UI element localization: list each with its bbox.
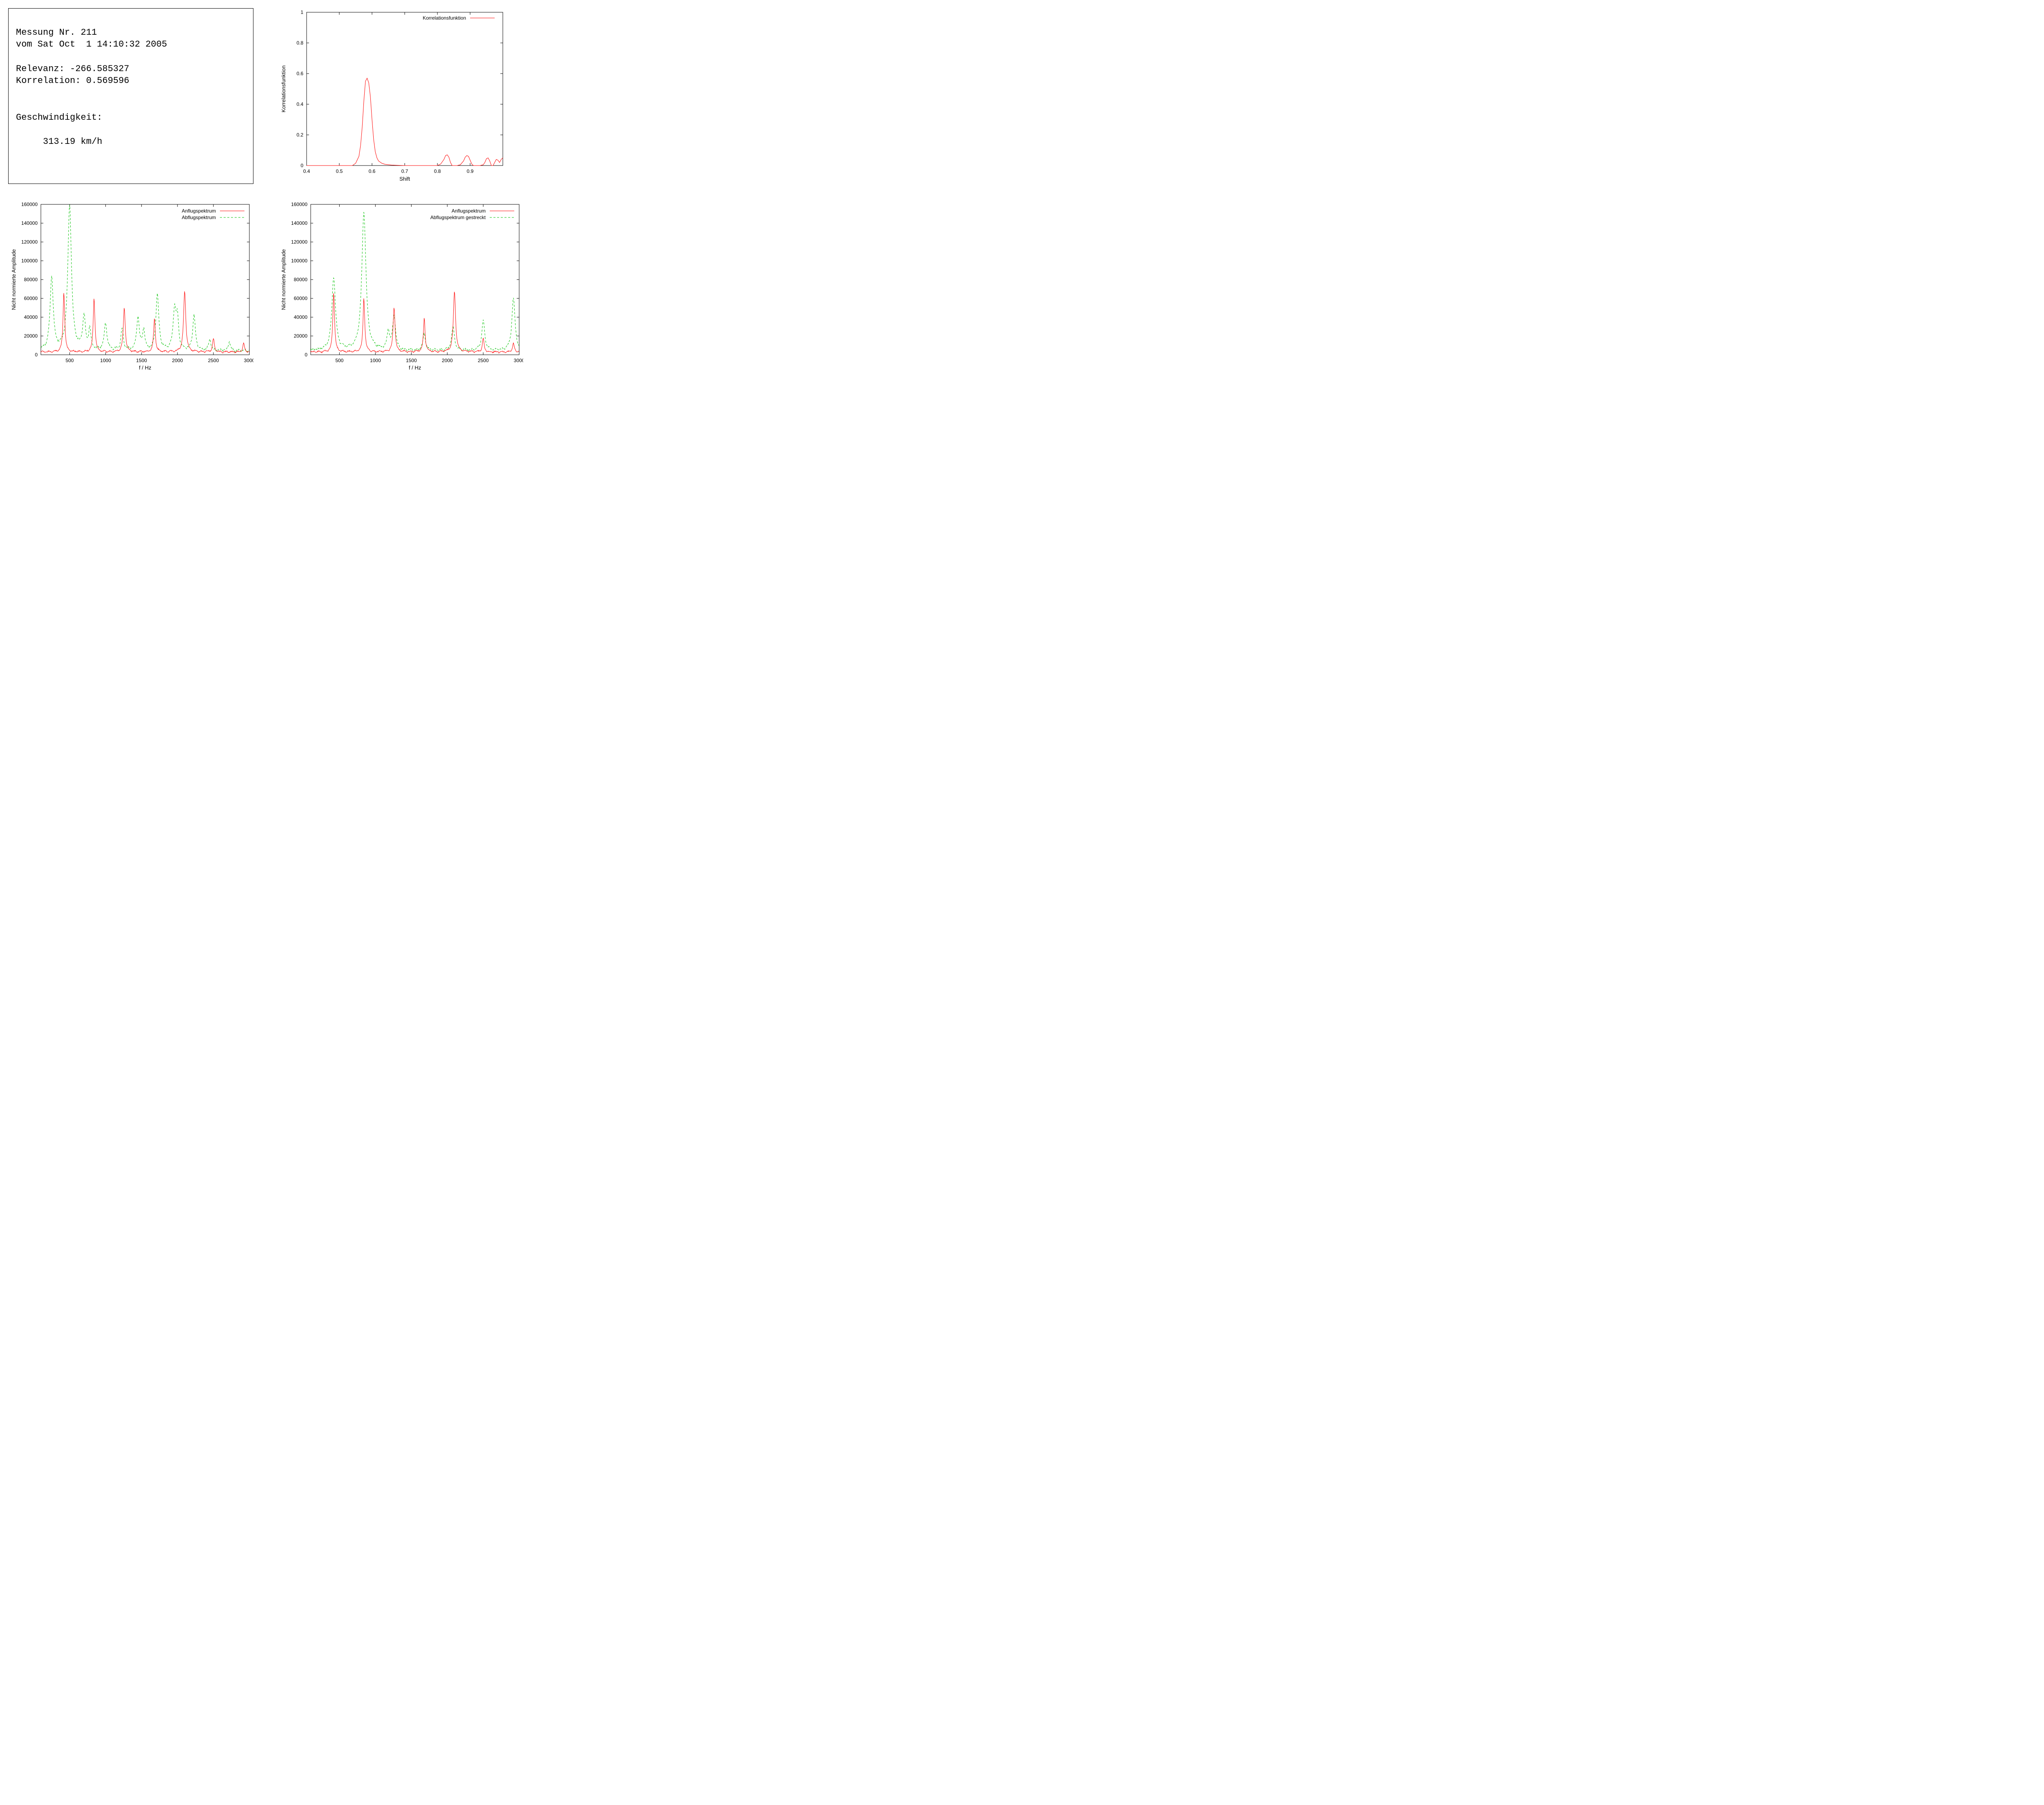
svg-text:0.6: 0.6: [369, 168, 376, 174]
svg-text:0: 0: [35, 352, 38, 358]
svg-text:0: 0: [305, 352, 307, 358]
svg-text:Shift: Shift: [399, 176, 410, 182]
svg-text:140000: 140000: [21, 220, 38, 226]
svg-text:80000: 80000: [294, 277, 308, 282]
svg-text:3000: 3000: [514, 358, 523, 363]
svg-text:Abflugspektrum: Abflugspektrum: [182, 215, 216, 220]
svg-text:1500: 1500: [406, 358, 417, 363]
svg-text:2500: 2500: [478, 358, 489, 363]
svg-text:0.6: 0.6: [296, 71, 303, 76]
svg-text:20000: 20000: [24, 333, 38, 339]
svg-text:40000: 40000: [24, 314, 38, 320]
svg-text:0.4: 0.4: [296, 101, 303, 107]
measurement-info-box: Messung Nr. 211 vom Sat Oct 1 14:10:32 2…: [8, 8, 253, 184]
svg-text:160000: 160000: [291, 202, 307, 207]
svg-text:140000: 140000: [291, 220, 307, 226]
svg-text:1: 1: [300, 9, 303, 15]
svg-text:0: 0: [300, 163, 303, 168]
svg-text:60000: 60000: [24, 296, 38, 301]
svg-text:Nicht normierte Amplitude: Nicht normierte Amplitude: [11, 249, 17, 310]
svg-text:2000: 2000: [172, 358, 183, 363]
spectrum-chart-right: 500 1000 1500 2000 2500 3000 0 20000 40000 60000 8…: [278, 200, 523, 372]
svg-text:80000: 80000: [24, 277, 38, 282]
correlation-chart: 0.4 0.5 0.6 0.7 0.8 0.9 0 0.2 0.4 0.6 0.8 1 Shift Kor…: [278, 8, 523, 184]
speed-label: Geschwindigkeit:: [16, 112, 102, 123]
svg-text:1500: 1500: [136, 358, 147, 363]
svg-text:1000: 1000: [370, 358, 381, 363]
svg-text:0.4: 0.4: [303, 168, 310, 174]
svg-text:100000: 100000: [21, 258, 38, 264]
korrelation-label: Korrelation:: [16, 76, 86, 86]
svg-text:500: 500: [65, 358, 74, 363]
info-title-1: Messung Nr. 211: [16, 27, 97, 38]
svg-text:2000: 2000: [442, 358, 453, 363]
svg-text:Anflugspektrum: Anflugspektrum: [452, 208, 486, 214]
svg-text:Abflugspektrum gestreckt: Abflugspektrum gestreckt: [430, 215, 486, 220]
info-title-2: vom Sat Oct 1 14:10:32 2005: [16, 39, 167, 49]
relevanz-value: -266.585327: [70, 64, 129, 74]
svg-text:Korrelationsfunktion: Korrelationsfunktion: [423, 15, 466, 21]
svg-text:Anflugspektrum: Anflugspektrum: [182, 208, 216, 214]
svg-text:0.9: 0.9: [467, 168, 474, 174]
svg-text:20000: 20000: [294, 333, 308, 339]
svg-text:2500: 2500: [208, 358, 219, 363]
svg-text:100000: 100000: [291, 258, 307, 264]
svg-text:160000: 160000: [21, 202, 38, 207]
svg-text:120000: 120000: [21, 239, 38, 245]
svg-text:Korrelationsfunktion: Korrelationsfunktion: [280, 65, 287, 112]
spectrum-chart-left: 500 1000 1500 2000 2500 3000 0 20000 40000 60000 8…: [8, 200, 253, 372]
svg-text:Nicht normierte Amplitude: Nicht normierte Amplitude: [280, 249, 287, 310]
svg-text:f / Hz: f / Hz: [409, 365, 421, 371]
speed-value: 313.19 km/h: [43, 137, 102, 147]
svg-text:0.2: 0.2: [296, 132, 303, 138]
svg-text:60000: 60000: [294, 296, 308, 301]
svg-text:3000: 3000: [244, 358, 253, 363]
svg-text:40000: 40000: [294, 314, 308, 320]
svg-text:f / Hz: f / Hz: [139, 365, 151, 371]
relevanz-label: Relevanz:: [16, 64, 70, 74]
svg-text:0.8: 0.8: [296, 40, 303, 46]
korrelation-value: 0.569596: [86, 76, 130, 86]
svg-text:0.7: 0.7: [401, 168, 408, 174]
svg-text:120000: 120000: [291, 239, 307, 245]
svg-text:500: 500: [335, 358, 343, 363]
svg-text:1000: 1000: [100, 358, 111, 363]
svg-text:0.5: 0.5: [336, 168, 343, 174]
svg-text:0.8: 0.8: [434, 168, 441, 174]
